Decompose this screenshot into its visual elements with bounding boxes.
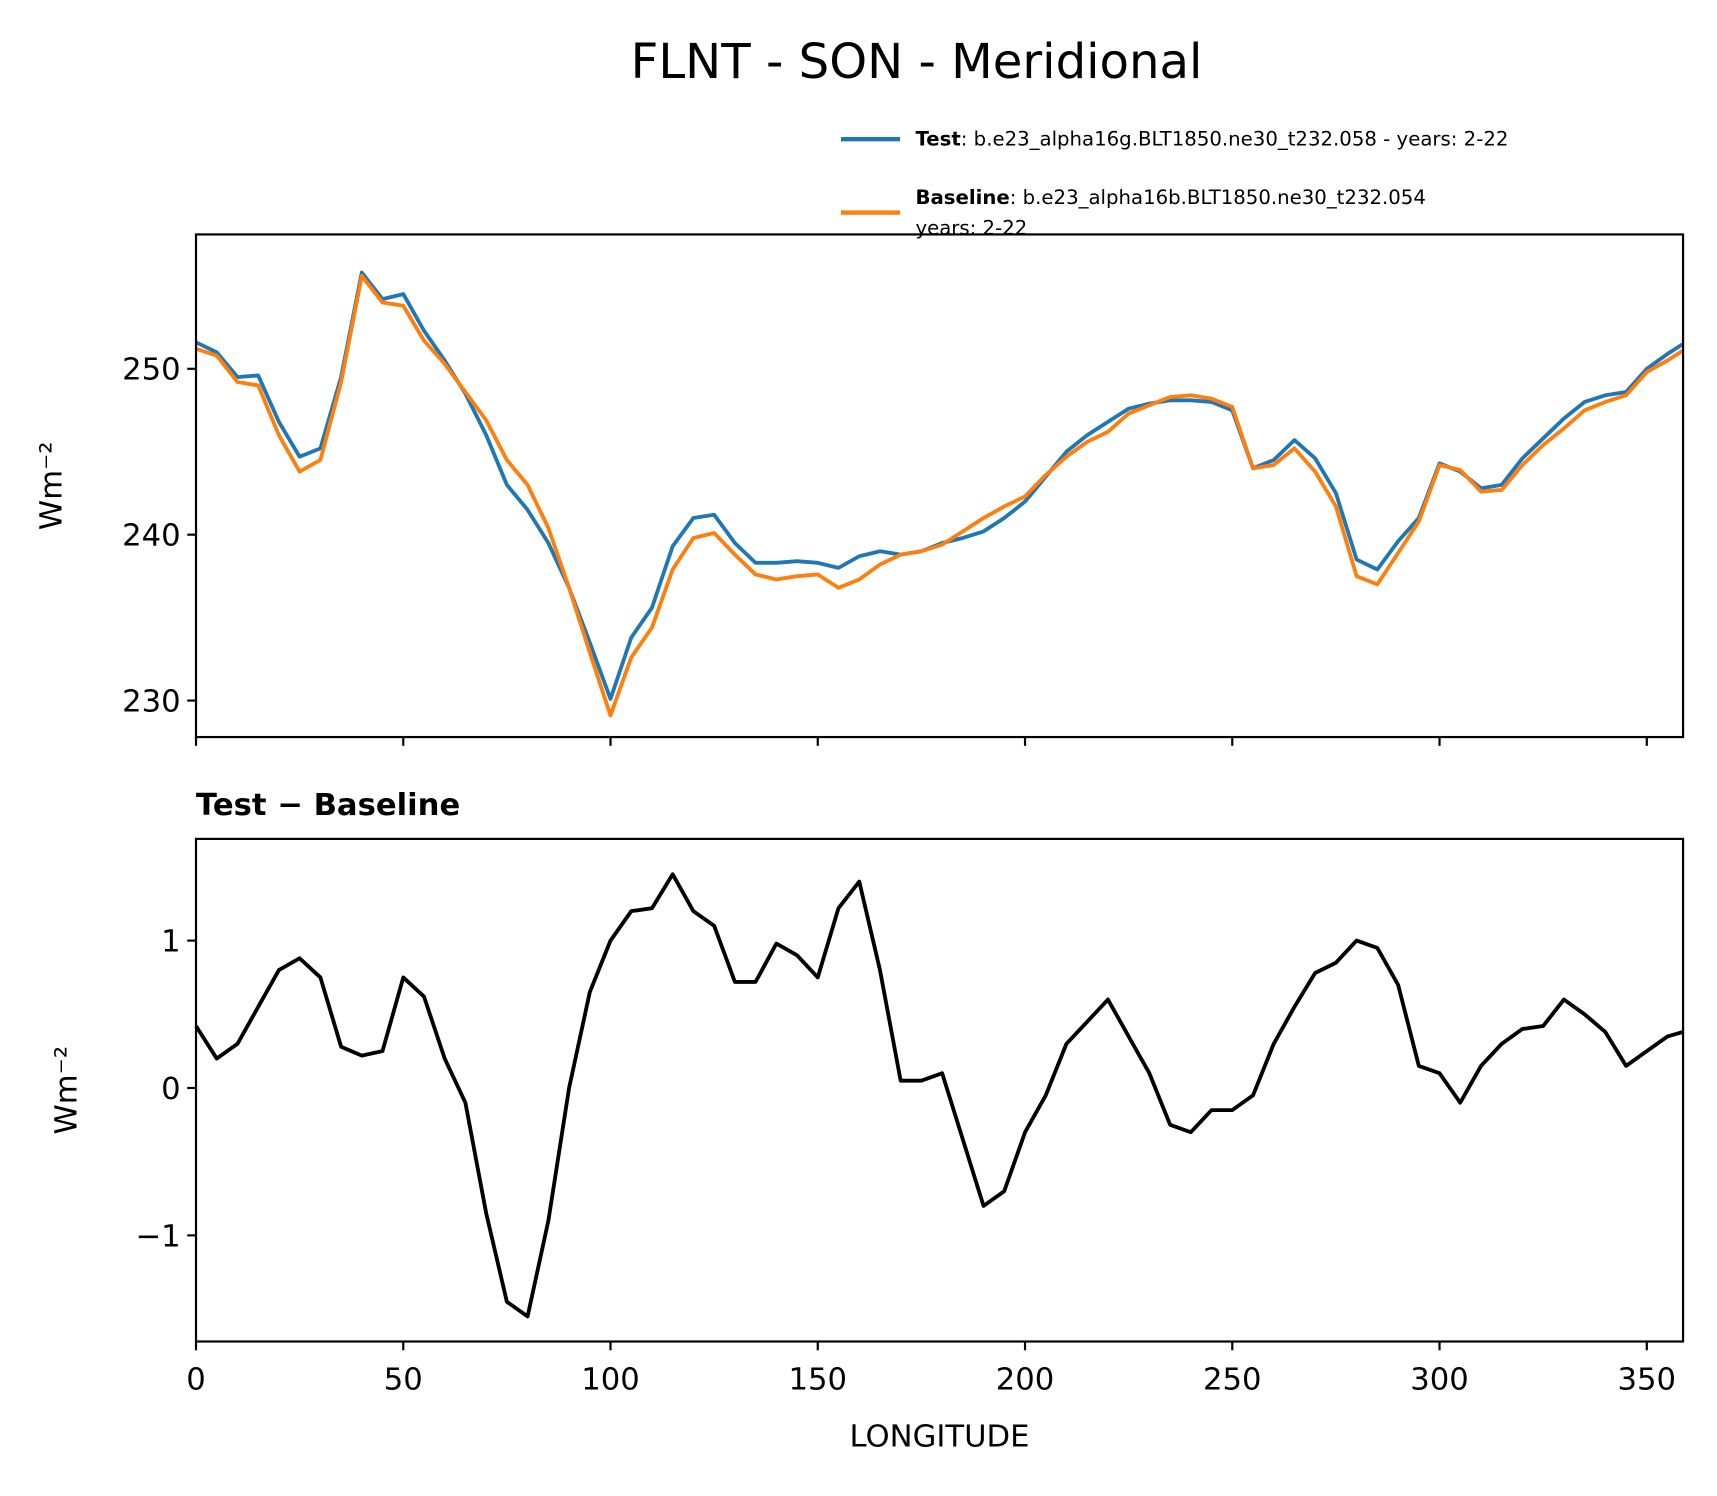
x-tick-label: 0 bbox=[186, 1363, 206, 1398]
legend-description: : b.e23_alpha16b.BLT1850.ne30_t232.054 bbox=[1010, 186, 1426, 209]
y-tick-label: 250 bbox=[122, 353, 181, 388]
y-tick-label: 0 bbox=[161, 1072, 181, 1107]
data-line bbox=[195, 270, 1685, 701]
legend-name: Test bbox=[915, 128, 960, 151]
x-tick-label: 100 bbox=[581, 1363, 640, 1398]
y-tick-label: 230 bbox=[122, 685, 181, 720]
y-axis-label: Wm⁻² bbox=[50, 1046, 85, 1135]
data-line bbox=[194, 872, 1684, 1319]
y-tick-label: 240 bbox=[122, 519, 181, 554]
subplot-title: Test − Baseline bbox=[196, 788, 460, 823]
legend-entry: Test: b.e23_alpha16g.BLT1850.ne30_t232.0… bbox=[915, 128, 1508, 151]
x-tick-label: 250 bbox=[1203, 1363, 1262, 1398]
x-axis-label: LONGITUDE bbox=[850, 1420, 1030, 1455]
y-tick-label: 1 bbox=[161, 925, 181, 960]
legend-entry: Baseline: b.e23_alpha16b.BLT1850.ne30_t2… bbox=[915, 186, 1425, 240]
legend-description: : b.e23_alpha16g.BLT1850.ne30_t232.058 -… bbox=[961, 128, 1509, 151]
x-tick-label: 350 bbox=[1618, 1363, 1677, 1398]
legend-name: Baseline bbox=[915, 186, 1009, 209]
x-tick-label: 50 bbox=[384, 1363, 423, 1398]
figure-title: FLNT - SON - Meridional bbox=[631, 34, 1203, 90]
axes-frame bbox=[194, 233, 1685, 739]
y-axis-label: Wm⁻² bbox=[34, 441, 69, 530]
legend-description: years: 2-22 bbox=[915, 216, 1027, 239]
x-tick-label: 200 bbox=[996, 1363, 1055, 1398]
x-tick-label: 300 bbox=[1410, 1363, 1469, 1398]
axes-frame bbox=[194, 837, 1685, 1343]
data-line bbox=[195, 274, 1685, 718]
x-tick-label: 150 bbox=[789, 1363, 848, 1398]
y-tick-label: −1 bbox=[135, 1219, 180, 1254]
